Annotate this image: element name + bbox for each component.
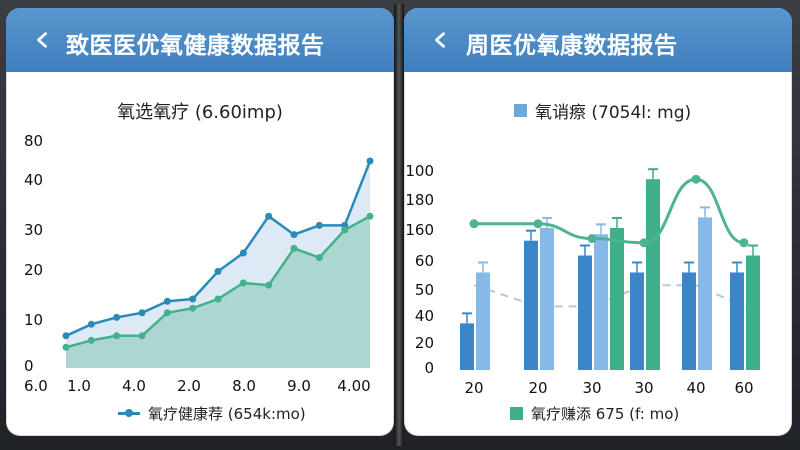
- bar: [730, 272, 744, 370]
- bar: [646, 179, 660, 370]
- page-title: 周医优氧康数据报告: [466, 33, 678, 59]
- legend-swatch: [514, 104, 527, 117]
- bar: [630, 272, 644, 370]
- legend-label: 氧疗健康荐 (654k:mo): [148, 405, 306, 423]
- data-point: [163, 309, 171, 317]
- right-header: 周医优氧康数据报告: [404, 8, 792, 72]
- data-point: [113, 332, 121, 340]
- bar: [746, 255, 760, 370]
- right-screen: 周医优氧康数据报告 氧诮瘵 (7054l: mg) 0 20 40 50 60 160 18…: [404, 8, 792, 436]
- data-point: [87, 320, 95, 328]
- bar: [524, 240, 538, 370]
- data-point: [62, 332, 70, 340]
- bar: [476, 272, 490, 370]
- x-tick-label: 1.0: [67, 377, 91, 395]
- data-point: [265, 281, 273, 289]
- y-tick-label: 40: [415, 307, 434, 325]
- legend-label: 氧诮瘵 (7054l: mg): [535, 103, 692, 123]
- x-tick-label: 30: [582, 379, 601, 397]
- y-tick-label: 160: [405, 221, 434, 239]
- data-point: [239, 249, 247, 257]
- y-tick-label: 0: [24, 357, 34, 375]
- page-title: 致医医优氧健康数据报告: [66, 33, 325, 59]
- y-tick-label: 180: [405, 191, 434, 209]
- x-tick-label: 30: [634, 379, 653, 397]
- bar: [682, 272, 696, 370]
- trend-point: [469, 219, 479, 229]
- data-point: [62, 343, 70, 351]
- chevron-left-icon: [435, 32, 445, 48]
- trend-point: [587, 234, 597, 244]
- x-tick-label: 9.0: [287, 377, 311, 395]
- device-hinge: [394, 4, 404, 446]
- data-point: [366, 157, 374, 165]
- legend-label: 氧疗赚添 675 (f: mo): [531, 405, 680, 423]
- data-point: [113, 313, 121, 321]
- data-point: [290, 231, 298, 239]
- data-point: [189, 295, 197, 303]
- x-tick-label: 20: [464, 379, 483, 397]
- y-tick-label: 0: [424, 359, 434, 377]
- x-tick-label: 6.0: [24, 377, 48, 395]
- trend-point: [533, 219, 543, 229]
- y-tick-label: 100: [405, 162, 434, 180]
- back-button[interactable]: [426, 26, 454, 54]
- x-tick-label: 8.0: [232, 377, 256, 395]
- chevron-left-icon: [37, 32, 47, 48]
- line-chart: 0 10 20 30 40 80 6.0 1.0 4.0 2.0 8.0 9.0 4.00: [24, 132, 374, 395]
- x-tick-label: 20: [528, 379, 547, 397]
- x-tick-label: 60: [734, 379, 753, 397]
- x-tick-label: 4.0: [122, 377, 146, 395]
- data-point: [265, 212, 273, 220]
- back-button[interactable]: [28, 26, 56, 54]
- legend-line-marker: [118, 409, 140, 417]
- y-tick-label: 50: [415, 281, 434, 299]
- y-tick-label: 10: [24, 311, 43, 329]
- data-point: [163, 297, 171, 305]
- trend-point: [739, 238, 749, 248]
- y-tick-label: 30: [24, 221, 43, 239]
- series-area: [66, 216, 370, 368]
- bar-chart: 0 20 40 50 60 160 180 100 20 20 30 30 40 60: [405, 162, 760, 397]
- bar: [460, 323, 474, 370]
- data-point: [315, 254, 323, 262]
- chart-legend-top: 氧诮瘵 (7054l: mg): [514, 98, 691, 123]
- data-point: [87, 336, 95, 344]
- data-point: [239, 279, 247, 287]
- trend-point: [691, 174, 701, 184]
- chart-legend: 氧疗健康荐 (654k:mo): [118, 403, 306, 424]
- bar: [610, 227, 624, 370]
- x-tick-label: 40: [686, 379, 705, 397]
- data-point: [366, 212, 374, 220]
- y-tick-label: 20: [24, 261, 43, 279]
- data-point: [189, 304, 197, 312]
- bar: [578, 255, 592, 370]
- bar: [540, 227, 554, 370]
- data-point: [290, 244, 298, 252]
- x-tick-label: 2.0: [177, 377, 201, 395]
- data-point: [138, 309, 146, 317]
- chart-title: 氧选氧疗 (6.60imp): [117, 102, 283, 123]
- chart-legend-bottom: 氧疗赚添 675 (f: mo): [510, 403, 679, 424]
- data-point: [315, 221, 323, 229]
- x-tick-label: 4.00: [337, 377, 370, 395]
- y-tick-label: 20: [415, 334, 434, 352]
- data-point: [214, 295, 222, 303]
- bar: [698, 217, 712, 370]
- data-point: [138, 332, 146, 340]
- left-screen: 致医医优氧健康数据报告 氧选氧疗 (6.60imp) 0 10 20 30 40 80 6.…: [6, 8, 394, 436]
- y-tick-label: 60: [415, 252, 434, 270]
- data-point: [341, 226, 349, 234]
- y-tick-label: 40: [24, 171, 43, 189]
- data-point: [214, 267, 222, 275]
- bar: [594, 234, 608, 370]
- legend-swatch: [510, 407, 523, 420]
- trend-point: [639, 238, 649, 248]
- left-header: 致医医优氧健康数据报告: [6, 8, 394, 72]
- y-tick-label: 80: [24, 132, 43, 150]
